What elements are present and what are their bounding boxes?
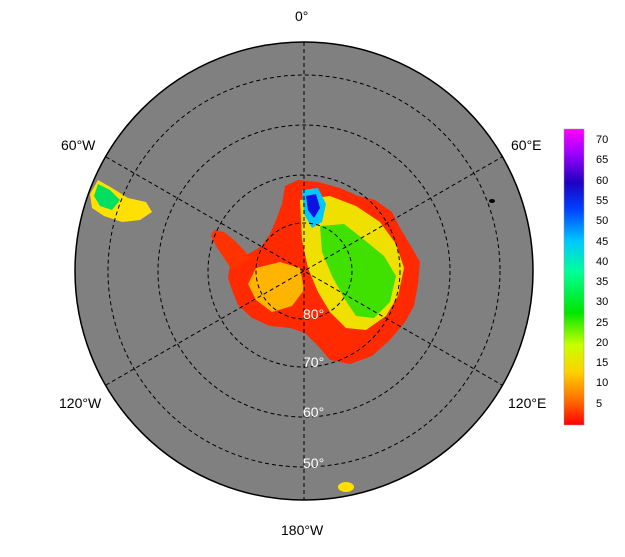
- colorbar-tick-10: 10: [596, 377, 609, 390]
- colorbar-tick-60: 60: [596, 174, 609, 187]
- lat-label-60: 60°: [303, 404, 325, 420]
- map-border: [74, 41, 534, 501]
- kerguelen-field: [489, 199, 495, 203]
- colorbar-tick-5: 5: [596, 397, 603, 410]
- colorbar-tick-25: 25: [596, 316, 609, 329]
- lat-ring-60: [157, 124, 451, 418]
- dome-blue: [306, 194, 320, 218]
- colorbar-tick-65: 65: [596, 154, 609, 167]
- lon-label-60w: 60°W: [61, 137, 96, 153]
- colorbar-tick-20: 20: [596, 336, 609, 349]
- south-america-green: [94, 184, 120, 210]
- lon-label-180w: 180°W: [281, 522, 324, 538]
- colorbar-tick-40: 40: [596, 255, 609, 268]
- colorbar-frame: [563, 128, 585, 426]
- colorbar-tick-35: 35: [596, 276, 609, 289]
- lat-ring-80: [255, 222, 353, 320]
- colorbar-tick-30: 30: [596, 296, 609, 309]
- colorbar-tick-50: 50: [596, 215, 609, 228]
- colorbar-tick-70: 70: [596, 134, 609, 147]
- meridian-120: [105, 156, 503, 386]
- lat-ring-50: [107, 74, 501, 468]
- lon-label-120e: 120°E: [508, 395, 547, 411]
- lat-label-50: 50°: [303, 455, 325, 471]
- lon-label-120w: 120°W: [59, 395, 102, 411]
- lon-label-60e: 60°E: [511, 137, 542, 153]
- east-antarctica-green: [320, 224, 396, 318]
- lat-label-80: 80°: [303, 306, 325, 322]
- colorbar-tick-45: 45: [596, 235, 609, 248]
- lat-label-70: 70°: [303, 354, 325, 370]
- lon-label-0: 0°: [295, 8, 309, 24]
- colorbar-tick-15: 15: [596, 357, 609, 370]
- meridian-60: [105, 156, 503, 386]
- meridian-grid: [105, 42, 503, 500]
- south-island-field: [338, 482, 354, 492]
- antarctic-peninsula-field: [211, 230, 250, 270]
- colorbar: [564, 129, 584, 425]
- colorbar-tick-55: 55: [596, 194, 609, 207]
